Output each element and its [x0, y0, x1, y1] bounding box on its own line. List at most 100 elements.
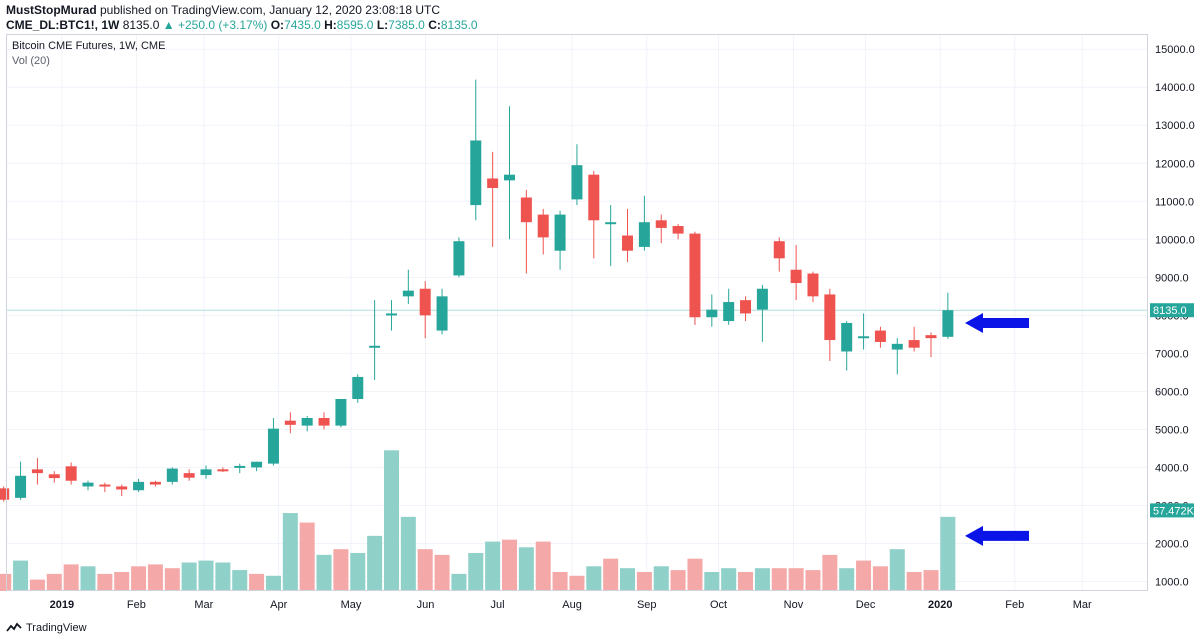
low-value: 7385.0: [388, 18, 425, 32]
candle-body[interactable]: [453, 241, 465, 276]
candle-body[interactable]: [891, 343, 903, 350]
volume-bar: [552, 571, 568, 591]
candle-body[interactable]: [858, 336, 870, 339]
candle-body[interactable]: [773, 241, 785, 259]
blue-arrow-icon: [965, 525, 1029, 546]
candle-body[interactable]: [318, 418, 330, 426]
y-tick-label: 15000.0: [1155, 44, 1195, 56]
candle-body[interactable]: [638, 222, 650, 247]
candle-body[interactable]: [824, 294, 836, 341]
candle-body[interactable]: [571, 165, 583, 200]
candle-body[interactable]: [284, 420, 296, 425]
candle-body[interactable]: [841, 322, 853, 352]
candle-body[interactable]: [15, 475, 27, 498]
y-tick-label: 11000.0: [1155, 196, 1194, 208]
candle-body[interactable]: [689, 233, 701, 318]
candle-body[interactable]: [149, 481, 161, 485]
x-tick-label: Mar: [1073, 599, 1092, 611]
candle-body[interactable]: [234, 465, 246, 468]
last-price: 8135.0: [122, 18, 160, 32]
low-label: L:: [376, 18, 389, 32]
candle-body[interactable]: [369, 345, 381, 348]
candle-body[interactable]: [31, 469, 43, 474]
candle-body[interactable]: [200, 469, 212, 476]
volume-bar: [721, 568, 737, 591]
x-tick-label: Nov: [784, 599, 804, 611]
volume-bar: [232, 570, 248, 591]
candle-body[interactable]: [166, 468, 178, 482]
high-value: 8595.0: [336, 18, 374, 32]
candle-body[interactable]: [251, 461, 263, 468]
volume-bar: [46, 573, 62, 591]
y-tick-label: 6000.0: [1155, 386, 1189, 398]
candle-body[interactable]: [790, 269, 802, 284]
candle-body[interactable]: [672, 226, 684, 234]
x-tick-label: Apr: [270, 599, 287, 611]
volume-bar: [80, 566, 96, 591]
candle-body[interactable]: [504, 174, 515, 181]
volume-bar: [350, 552, 366, 591]
candle-body[interactable]: [48, 474, 60, 479]
candle-body[interactable]: [116, 486, 128, 490]
volume-bar: [164, 568, 180, 591]
volume-bar: [0, 573, 12, 591]
volume-bar: [451, 573, 467, 591]
candle-body[interactable]: [267, 428, 279, 464]
candle-body[interactable]: [537, 214, 549, 238]
candle-body[interactable]: [807, 273, 819, 297]
x-tick-label: Feb: [127, 599, 146, 611]
candle-body[interactable]: [605, 222, 617, 225]
volume-bar: [906, 571, 922, 591]
price-chart[interactable]: 1000.02000.03000.04000.05000.06000.07000…: [0, 0, 1200, 616]
volume-bar: [215, 562, 231, 591]
publish-line: MustStopMurad published on TradingView.c…: [6, 3, 440, 17]
candle-body[interactable]: [0, 488, 10, 500]
candle-body[interactable]: [740, 300, 752, 314]
candle-body[interactable]: [622, 235, 634, 251]
high-label: H:: [324, 18, 337, 32]
volume-bar: [333, 549, 349, 591]
author-name[interactable]: MustStopMurad: [6, 3, 97, 17]
volume-bar: [771, 568, 787, 591]
candle-body[interactable]: [908, 340, 920, 348]
volume-bar: [29, 579, 45, 591]
candle-body[interactable]: [655, 220, 667, 228]
candle-body[interactable]: [723, 302, 735, 322]
candle-body[interactable]: [335, 398, 347, 426]
y-tick-label: 13000.0: [1155, 120, 1195, 132]
candle-body[interactable]: [874, 330, 886, 342]
symbol[interactable]: CME_DL:BTC1!: [6, 18, 95, 32]
tradingview-logo[interactable]: TradingView: [6, 622, 87, 634]
close-label: C:: [428, 18, 441, 32]
volume-bar: [316, 554, 332, 591]
candle-body[interactable]: [301, 418, 313, 426]
candle-body[interactable]: [65, 466, 77, 481]
candle-body[interactable]: [82, 482, 94, 487]
candle-body[interactable]: [588, 174, 600, 221]
volume-bar: [147, 564, 163, 591]
candle-body[interactable]: [520, 197, 532, 223]
volume-bar: [586, 566, 602, 591]
candle-body[interactable]: [487, 178, 499, 188]
volume-bar: [282, 513, 298, 591]
candle-body[interactable]: [436, 296, 448, 331]
candle-body[interactable]: [756, 288, 768, 310]
candle-body[interactable]: [385, 313, 397, 316]
candle-body[interactable]: [925, 335, 937, 339]
candle-body[interactable]: [217, 469, 229, 472]
candle-body[interactable]: [133, 481, 145, 491]
volume-bar: [181, 562, 197, 591]
chart-frame: [6, 34, 1148, 591]
candle-body[interactable]: [183, 473, 195, 478]
candle-body[interactable]: [470, 140, 482, 206]
candle-body[interactable]: [419, 288, 431, 316]
candle-body[interactable]: [706, 309, 718, 318]
tradingview-icon: [6, 622, 22, 632]
y-tick-label: 1000.0: [1155, 576, 1189, 588]
candle-body[interactable]: [99, 484, 111, 487]
candle-body[interactable]: [942, 310, 954, 337]
candle-body[interactable]: [554, 214, 566, 251]
candle-body[interactable]: [402, 290, 414, 297]
footer: TradingView: [0, 616, 1200, 642]
candle-body[interactable]: [352, 376, 364, 399]
